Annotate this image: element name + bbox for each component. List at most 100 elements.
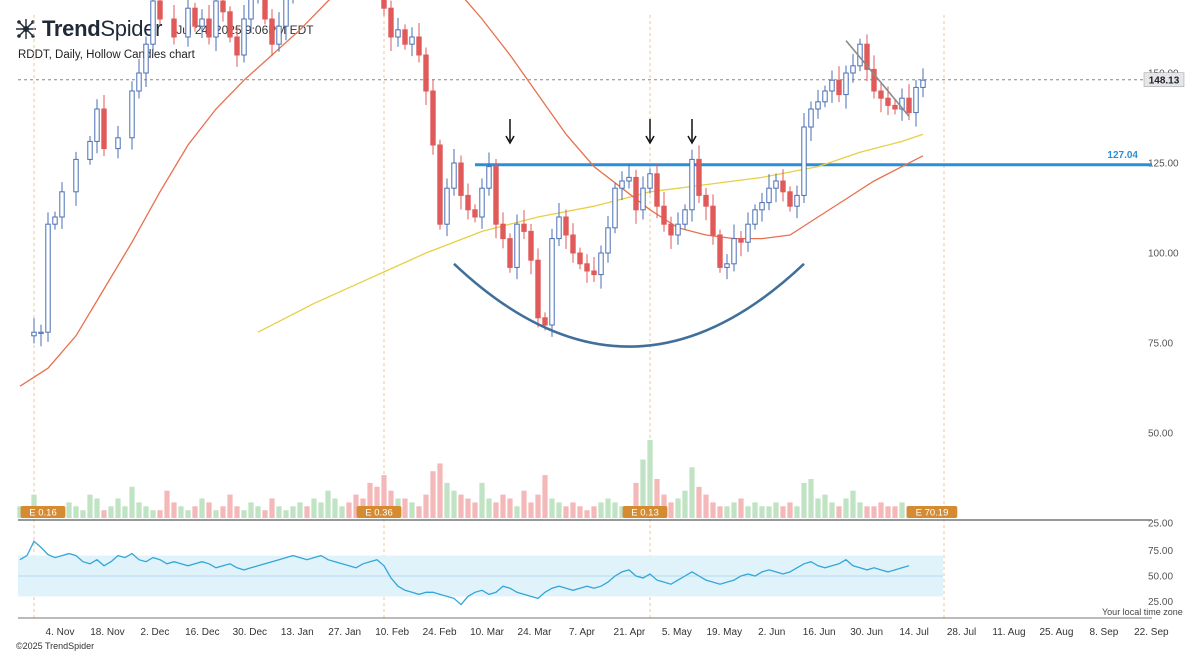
candle xyxy=(633,169,639,224)
volume-bar xyxy=(675,498,681,518)
down-arrow-head xyxy=(687,135,697,145)
volume-bar xyxy=(787,502,793,518)
candle xyxy=(640,176,646,220)
candle-body xyxy=(388,7,394,38)
candle-body xyxy=(423,54,429,92)
earnings-badge-box xyxy=(20,506,66,518)
cup-pattern-arc xyxy=(453,262,805,348)
candle xyxy=(101,94,107,157)
x-axis-tick-label: 7. Apr xyxy=(569,627,596,638)
local-time-zone-label[interactable]: Your local time zone xyxy=(1102,607,1183,617)
volume-bar xyxy=(262,510,268,518)
rsi-axis-tick-label: 75.00 xyxy=(1148,546,1173,557)
volume-bar xyxy=(577,506,583,518)
candle xyxy=(192,2,198,32)
candle-body xyxy=(45,223,51,333)
candle xyxy=(892,100,898,115)
candle-body xyxy=(731,238,737,265)
candle xyxy=(234,27,240,67)
earnings-badge-label: E 0.13 xyxy=(631,508,658,519)
candle xyxy=(465,183,471,220)
candle xyxy=(843,65,849,109)
volume-bar xyxy=(353,494,359,518)
candle xyxy=(612,182,618,234)
candle-body xyxy=(598,252,604,276)
candle xyxy=(59,182,65,229)
candle xyxy=(262,0,268,25)
volume-bar xyxy=(206,502,212,518)
candle xyxy=(752,204,758,230)
volume-bar xyxy=(213,510,219,518)
volume-bar xyxy=(507,498,513,518)
candle xyxy=(829,70,835,103)
candle-body xyxy=(647,173,653,189)
candle xyxy=(822,85,828,108)
volume-bar xyxy=(290,506,296,518)
volume-bar xyxy=(752,502,758,518)
candle xyxy=(787,186,793,212)
candle xyxy=(73,151,79,206)
rsi-line xyxy=(19,540,910,606)
candle xyxy=(283,0,289,41)
candle-body xyxy=(87,140,93,160)
volume-bar xyxy=(885,506,891,518)
candle xyxy=(213,0,219,52)
candle xyxy=(675,212,681,245)
x-axis-tick-label: 11. Aug xyxy=(992,627,1025,638)
candle-body xyxy=(612,187,618,229)
volume-bar xyxy=(367,482,373,518)
candle-body xyxy=(696,158,702,196)
candle-body xyxy=(136,72,142,92)
x-axis-tick-label: 2. Jun xyxy=(758,627,785,638)
down-arrow-head xyxy=(505,135,515,145)
volume-bar xyxy=(829,502,835,518)
volume-bar xyxy=(836,506,842,518)
volume-bar xyxy=(815,498,821,518)
earnings-badge-box xyxy=(906,506,958,518)
candle-body xyxy=(920,79,926,88)
candle xyxy=(257,0,259,4)
candle-body xyxy=(444,187,450,225)
volume-bar xyxy=(738,498,744,518)
x-axis-tick-label: 30. Dec xyxy=(233,627,267,638)
volume-bar xyxy=(605,498,611,518)
candle xyxy=(430,79,436,155)
candle-body xyxy=(395,29,401,38)
candle-body xyxy=(150,0,156,45)
candle-body xyxy=(689,158,695,211)
candle xyxy=(570,223,576,263)
volume-bar xyxy=(843,498,849,518)
candle xyxy=(801,112,807,203)
volume-bar xyxy=(472,502,478,518)
candle xyxy=(724,254,730,280)
volume-bar xyxy=(458,494,464,518)
volume-bar xyxy=(388,490,394,518)
volume-bar xyxy=(150,510,156,518)
horizontal-level-label: 127.04 xyxy=(1107,150,1138,161)
earnings-badge-label: E 0.36 xyxy=(365,508,392,519)
volume-bar xyxy=(465,498,471,518)
candle-body xyxy=(794,194,800,207)
volume-bar xyxy=(129,486,135,518)
candle xyxy=(87,136,93,165)
candle-body xyxy=(73,158,79,193)
candle-body xyxy=(591,270,597,276)
candle-body xyxy=(556,216,562,240)
candle-body xyxy=(276,25,282,45)
x-axis-tick-label: 27. Jan xyxy=(328,627,361,638)
volume-bar xyxy=(220,506,226,518)
x-axis-tick-label: 4. Nov xyxy=(46,627,75,638)
candle-body xyxy=(717,234,723,268)
candle xyxy=(899,88,905,121)
candle xyxy=(171,4,177,45)
candle-body xyxy=(724,263,730,268)
volume-bar xyxy=(654,479,660,518)
candle-body xyxy=(605,227,611,254)
candle-body xyxy=(836,79,842,96)
candle xyxy=(647,168,653,194)
candle xyxy=(710,194,716,245)
volume-bar xyxy=(703,494,709,518)
candle-body xyxy=(668,223,674,236)
candle-body xyxy=(262,0,268,20)
